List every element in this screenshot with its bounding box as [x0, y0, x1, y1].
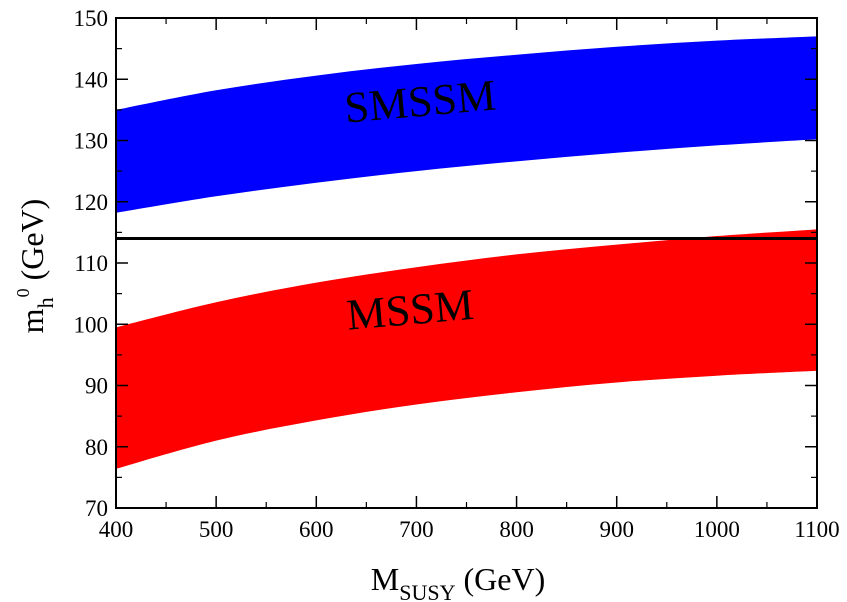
band-smssm: [116, 36, 817, 213]
x-tick-label: 400: [99, 517, 134, 542]
x-tick-label: 500: [199, 517, 234, 542]
x-tick-label: 1100: [794, 517, 839, 542]
y-tick-label: 70: [85, 496, 108, 521]
y-tick-label: 110: [74, 251, 108, 276]
x-tick-label: 800: [499, 517, 534, 542]
y-tick-label: 90: [85, 374, 108, 399]
label-mssm: MSSM: [345, 280, 476, 340]
y-tick-label: 100: [74, 312, 109, 337]
y-axis-label: mh0 (GeV): [13, 199, 58, 334]
bands-layer: [116, 36, 817, 469]
x-axis-label: MSUSY (GeV): [371, 561, 545, 602]
x-tick-label: 600: [299, 517, 334, 542]
ticks-layer: 400 500 600 700 800 900 1000 1100 70 80 90 100 110 12…: [74, 6, 840, 542]
y-tick-label: 140: [74, 67, 109, 92]
x-tick-label: 900: [599, 517, 634, 542]
y-tick-label: 130: [74, 129, 109, 154]
x-tick-label: 700: [399, 517, 434, 542]
band-mssm: [116, 229, 817, 469]
y-tick-label: 150: [74, 6, 109, 31]
y-tick-label: 120: [74, 190, 109, 215]
x-tick-label: 1000: [694, 517, 740, 542]
y-tick-label: 80: [85, 435, 108, 460]
